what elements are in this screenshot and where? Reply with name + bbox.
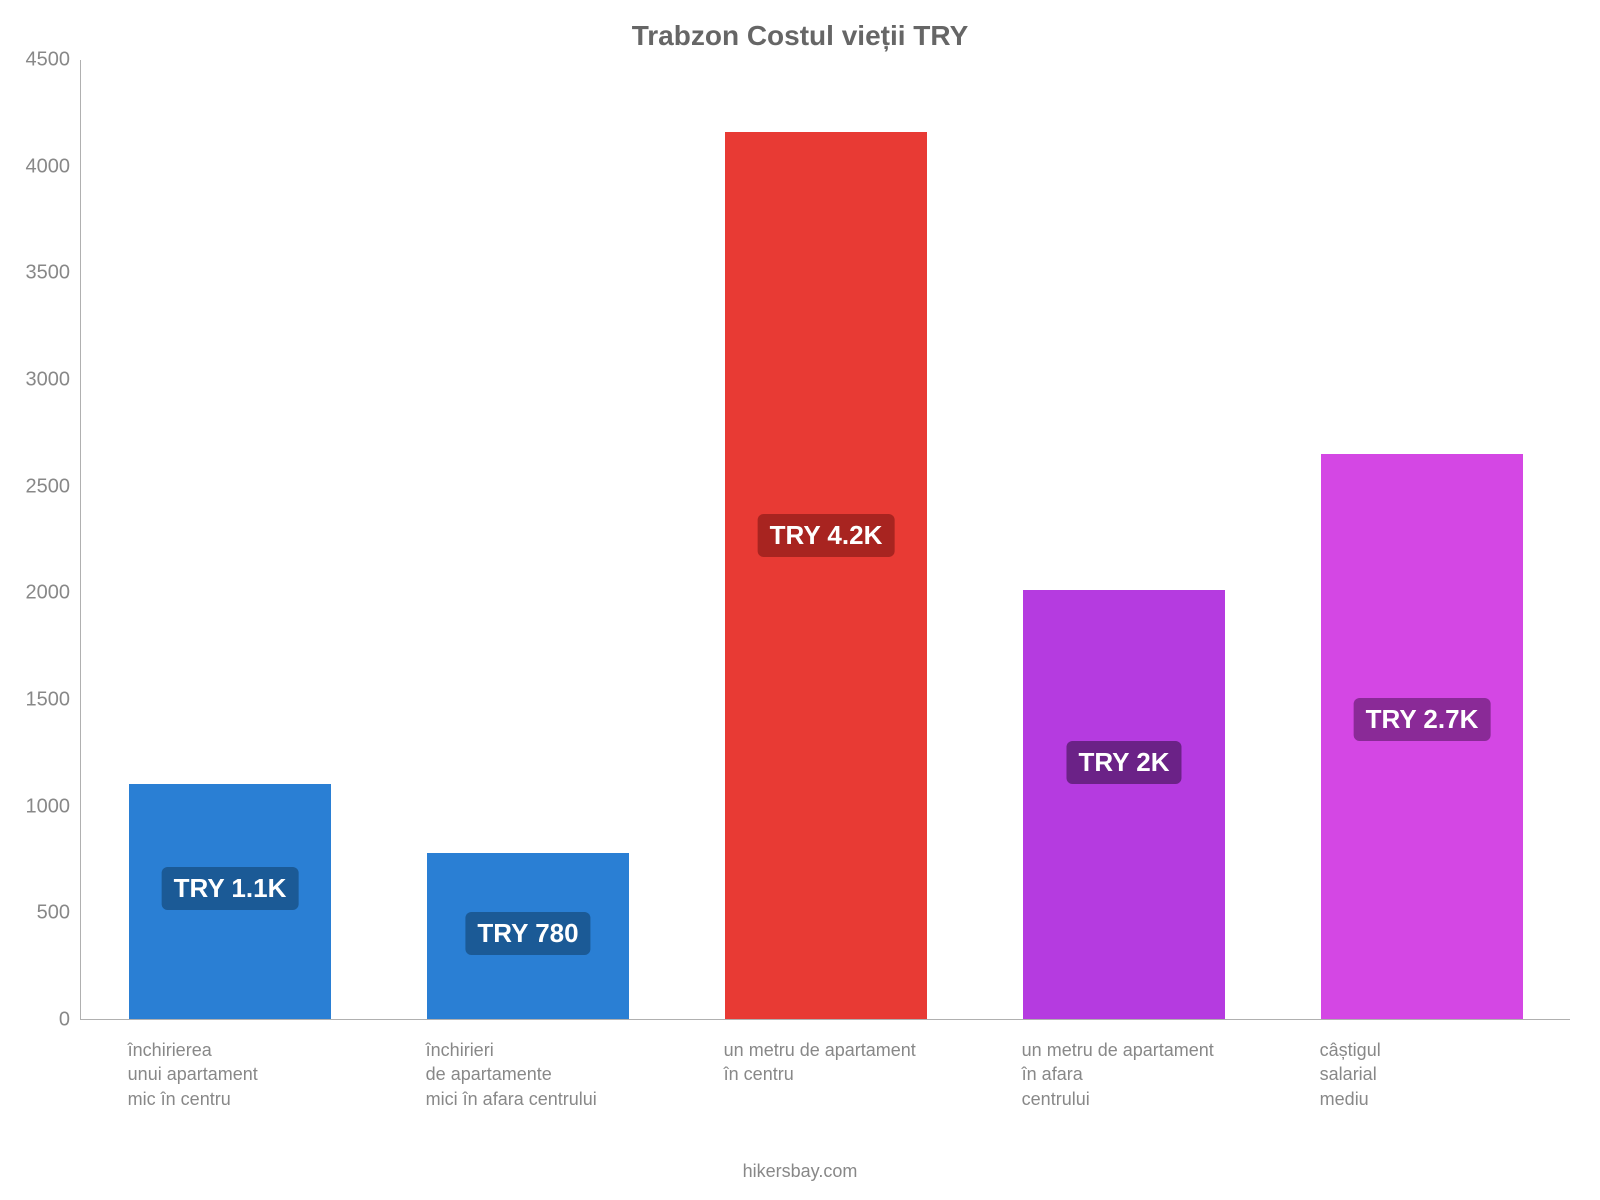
y-tick-label: 4500	[0, 49, 70, 72]
chart-title: Trabzon Costul vieții TRY	[0, 20, 1600, 52]
y-tick-label: 1500	[0, 689, 70, 712]
bar-value-label: TRY 1.1K	[162, 867, 299, 910]
bar-value-label: TRY 2.7K	[1354, 698, 1491, 741]
y-tick-label: 0	[0, 1009, 70, 1032]
bar-value-label: TRY 780	[465, 912, 590, 955]
bar	[1023, 590, 1226, 1019]
y-tick-label: 2500	[0, 475, 70, 498]
bar	[725, 132, 928, 1019]
x-category-label: închiriereaunui apartamentmic în centru	[128, 1038, 371, 1111]
y-tick-label: 3500	[0, 262, 70, 285]
plot-area: TRY 1.1K TRY 780 TRY 4.2K TRY 2K TRY 2.7K	[80, 60, 1570, 1020]
y-tick-label: 2000	[0, 582, 70, 605]
bar-value-label: TRY 2K	[1066, 741, 1181, 784]
footer-text: hikersbay.com	[0, 1161, 1600, 1182]
x-category-label: un metru de apartamentîn afaracentrului	[1022, 1038, 1265, 1111]
x-category-label: un metru de apartamentîn centru	[724, 1038, 967, 1087]
y-tick-label: 1000	[0, 795, 70, 818]
y-tick-label: 4000	[0, 155, 70, 178]
x-category-label: câștigulsalarialmediu	[1320, 1038, 1563, 1111]
x-category-label: închirieride apartamentemici în afara ce…	[426, 1038, 669, 1111]
y-tick-label: 3000	[0, 369, 70, 392]
y-tick-label: 500	[0, 902, 70, 925]
bar-value-label: TRY 4.2K	[758, 514, 895, 557]
chart-container: Trabzon Costul vieții TRY TRY 1.1K TRY 78…	[0, 0, 1600, 1200]
